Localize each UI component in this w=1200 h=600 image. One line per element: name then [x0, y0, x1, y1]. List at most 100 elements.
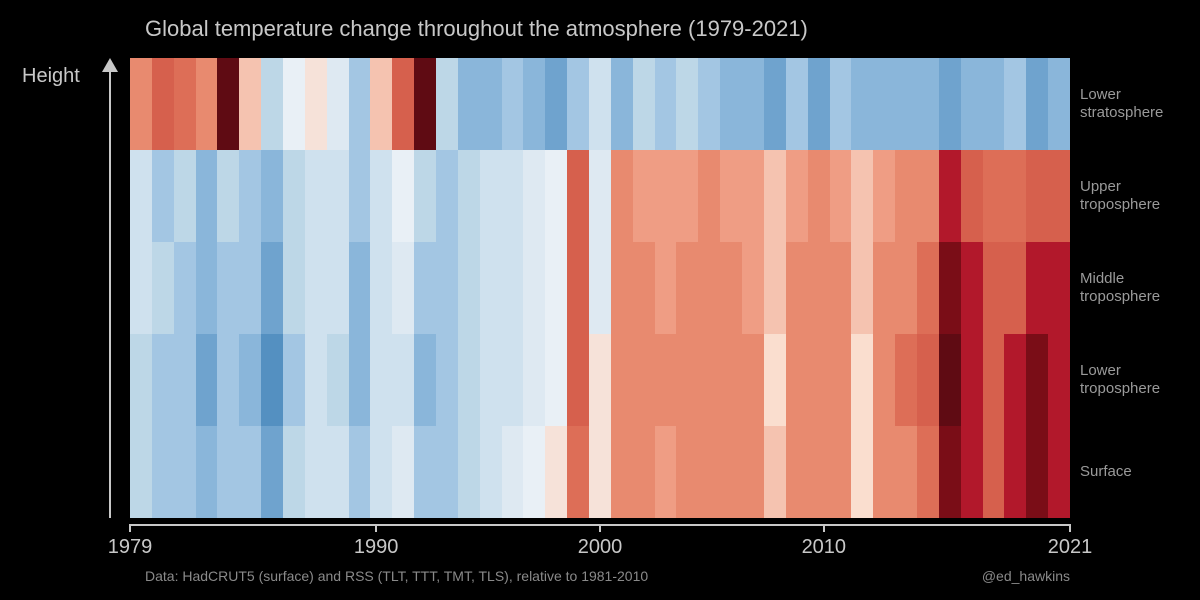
heatmap-cell — [545, 242, 567, 334]
chart-title: Global temperature change throughout the… — [145, 16, 808, 42]
heatmap-cell — [283, 334, 305, 426]
heatmap-cell — [327, 334, 349, 426]
row-label-upper_troposphere: Uppertroposphere — [1080, 150, 1190, 242]
heatmap-cell — [261, 426, 283, 518]
arrow-shaft — [109, 68, 111, 518]
heatmap-cell — [567, 150, 589, 242]
x-tick — [129, 524, 131, 532]
heatmap — [130, 58, 1070, 518]
heatmap-cell — [480, 426, 502, 518]
heatmap-cell — [742, 334, 764, 426]
row-label-middle_troposphere: Middletroposphere — [1080, 242, 1190, 334]
heatmap-cell — [830, 334, 852, 426]
heatmap-cell — [873, 242, 895, 334]
heatmap-cell — [786, 58, 808, 150]
heatmap-cell — [217, 426, 239, 518]
heatmap-cell — [589, 150, 611, 242]
heatmap-cell — [174, 242, 196, 334]
heatmap-cell — [130, 426, 152, 518]
heatmap-cell — [939, 150, 961, 242]
x-tick-label: 2000 — [578, 536, 623, 559]
heatmap-cell — [523, 242, 545, 334]
heatmap-cell — [392, 242, 414, 334]
heatmap-cell — [283, 426, 305, 518]
heatmap-cell — [676, 334, 698, 426]
heatmap-cell — [698, 58, 720, 150]
heatmap-cell — [961, 58, 983, 150]
heatmap-cell — [720, 426, 742, 518]
heatmap-cell — [196, 150, 218, 242]
x-tick-label: 1979 — [108, 536, 153, 559]
heatmap-cell — [174, 426, 196, 518]
heatmap-cell — [589, 58, 611, 150]
heatmap-cell — [480, 334, 502, 426]
heatmap-cell — [502, 242, 524, 334]
heatmap-cell — [764, 242, 786, 334]
heatmap-cell — [327, 58, 349, 150]
row-labels: LowerstratosphereUppertroposphereMiddlet… — [1080, 58, 1190, 518]
heatmap-cell — [698, 242, 720, 334]
heatmap-cell — [742, 150, 764, 242]
heatmap-cell — [1048, 426, 1070, 518]
heatmap-cell — [196, 242, 218, 334]
heatmap-cell — [764, 150, 786, 242]
heatmap-cell — [523, 426, 545, 518]
heatmap-cell — [239, 426, 261, 518]
heatmap-cell — [917, 242, 939, 334]
heatmap-cell — [523, 334, 545, 426]
heatmap-cell — [786, 242, 808, 334]
heatmap-cell — [808, 426, 830, 518]
y-axis-label: Height — [22, 65, 80, 88]
heatmap-cell — [873, 58, 895, 150]
heatmap-cell — [895, 426, 917, 518]
heatmap-cell — [830, 426, 852, 518]
x-tick — [1069, 524, 1071, 532]
heatmap-cell — [961, 150, 983, 242]
heatmap-row-surface — [130, 426, 1070, 518]
heatmap-row-lower_troposphere — [130, 334, 1070, 426]
heatmap-cell — [961, 334, 983, 426]
heatmap-cell — [436, 334, 458, 426]
heatmap-cell — [786, 150, 808, 242]
heatmap-cell — [1004, 150, 1026, 242]
heatmap-cell — [545, 150, 567, 242]
heatmap-cell — [370, 242, 392, 334]
heatmap-cell — [480, 150, 502, 242]
x-tick — [823, 524, 825, 532]
heatmap-cell — [1026, 150, 1048, 242]
heatmap-cell — [392, 426, 414, 518]
heatmap-cell — [851, 150, 873, 242]
heatmap-cell — [327, 242, 349, 334]
heatmap-cell — [327, 426, 349, 518]
heatmap-cell — [436, 150, 458, 242]
heatmap-cell — [436, 242, 458, 334]
heatmap-cell — [349, 334, 371, 426]
heatmap-cell — [261, 334, 283, 426]
heatmap-cell — [545, 426, 567, 518]
heatmap-cell — [873, 426, 895, 518]
heatmap-cell — [1026, 334, 1048, 426]
heatmap-cell — [633, 334, 655, 426]
heatmap-cell — [720, 334, 742, 426]
heatmap-cell — [174, 334, 196, 426]
heatmap-cell — [130, 242, 152, 334]
heatmap-cell — [895, 58, 917, 150]
heatmap-cell — [480, 242, 502, 334]
heatmap-cell — [895, 242, 917, 334]
heatmap-cell — [611, 150, 633, 242]
heatmap-cell — [217, 150, 239, 242]
heatmap-cell — [239, 242, 261, 334]
heatmap-cell — [1004, 334, 1026, 426]
chart-container: Global temperature change throughout the… — [0, 0, 1200, 600]
heatmap-cell — [830, 58, 852, 150]
heatmap-cell — [480, 58, 502, 150]
heatmap-cell — [808, 150, 830, 242]
heatmap-cell — [589, 242, 611, 334]
heatmap-cell — [720, 58, 742, 150]
heatmap-cell — [764, 58, 786, 150]
heatmap-cell — [261, 242, 283, 334]
heatmap-cell — [611, 334, 633, 426]
heatmap-cell — [283, 242, 305, 334]
heatmap-cell — [786, 334, 808, 426]
x-tick-label: 1990 — [354, 536, 399, 559]
